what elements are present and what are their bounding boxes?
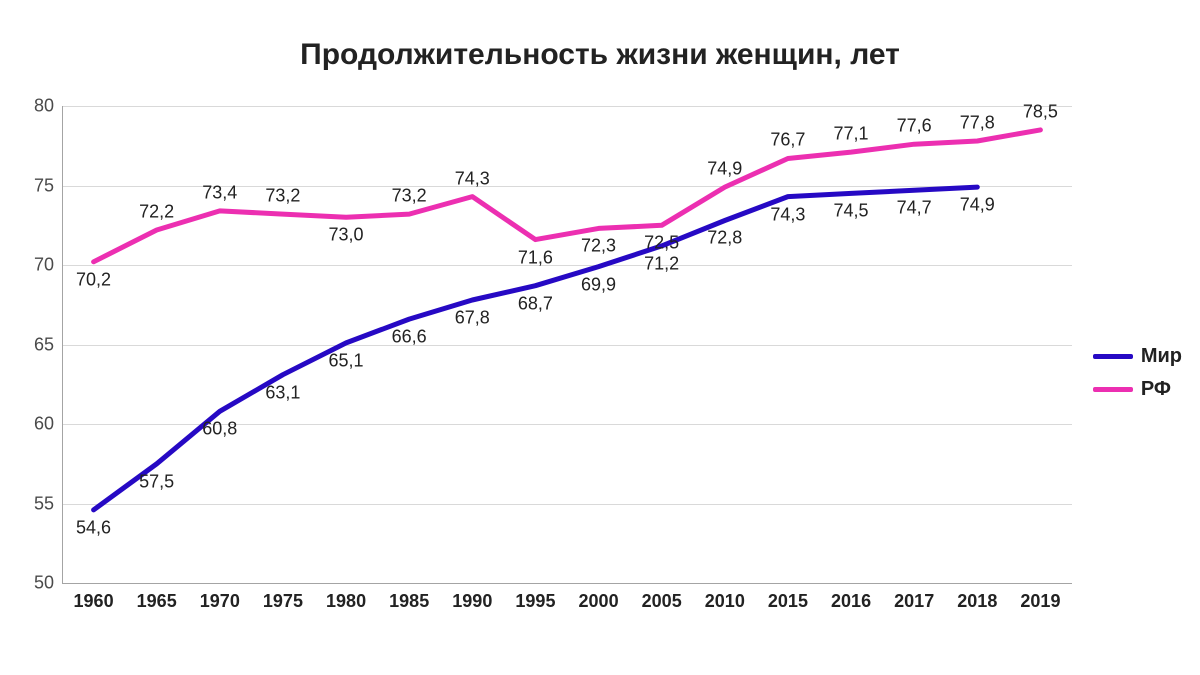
x-tick-label: 2018 xyxy=(957,583,997,612)
x-tick-label: 1975 xyxy=(263,583,303,612)
data-label: 74,9 xyxy=(707,159,742,180)
data-label: 66,6 xyxy=(392,327,427,348)
x-tick-label: 2019 xyxy=(1020,583,1060,612)
data-label: 67,8 xyxy=(455,307,490,328)
data-label: 69,9 xyxy=(581,274,616,295)
x-tick-label: 1990 xyxy=(452,583,492,612)
data-label: 70,2 xyxy=(76,269,111,290)
x-tick-label: 2005 xyxy=(642,583,682,612)
data-label: 65,1 xyxy=(329,350,364,371)
legend: Мир РФ xyxy=(1093,345,1182,411)
y-tick-label: 80 xyxy=(34,96,62,117)
x-tick-label: 2016 xyxy=(831,583,871,612)
data-label: 78,5 xyxy=(1023,101,1058,122)
data-label: 73,0 xyxy=(329,225,364,246)
data-label: 72,5 xyxy=(644,233,679,254)
legend-label: РФ xyxy=(1141,378,1171,401)
legend-label: Мир xyxy=(1141,345,1182,368)
legend-item: Мир xyxy=(1093,345,1182,368)
x-tick-label: 1995 xyxy=(515,583,555,612)
legend-item: РФ xyxy=(1093,378,1182,401)
x-tick-label: 1970 xyxy=(200,583,240,612)
series-line-Мир xyxy=(94,187,978,510)
x-tick-label: 1985 xyxy=(389,583,429,612)
x-tick-label: 1965 xyxy=(137,583,177,612)
legend-swatch xyxy=(1093,354,1133,359)
x-tick-label: 2000 xyxy=(579,583,619,612)
data-label: 77,1 xyxy=(834,124,869,145)
data-label: 68,7 xyxy=(518,293,553,314)
data-label: 74,5 xyxy=(834,201,869,222)
data-label: 71,6 xyxy=(518,247,553,268)
data-label: 77,6 xyxy=(897,116,932,137)
x-tick-label: 2017 xyxy=(894,583,934,612)
plot-area: 5055606570758019601965197019751980198519… xyxy=(62,106,1072,583)
chart-frame: Продолжительность жизни женщин, лет 5055… xyxy=(0,0,1200,675)
data-label: 74,3 xyxy=(455,168,490,189)
y-tick-label: 65 xyxy=(34,334,62,355)
y-tick-label: 55 xyxy=(34,493,62,514)
x-tick-label: 1980 xyxy=(326,583,366,612)
data-label: 73,4 xyxy=(202,182,237,203)
data-label: 60,8 xyxy=(202,419,237,440)
chart-title: Продолжительность жизни женщин, лет xyxy=(0,38,1200,72)
x-tick-label: 2010 xyxy=(705,583,745,612)
x-tick-label: 2015 xyxy=(768,583,808,612)
data-label: 76,7 xyxy=(770,130,805,151)
data-label: 72,8 xyxy=(707,228,742,249)
data-label: 57,5 xyxy=(139,471,174,492)
data-label: 71,2 xyxy=(644,253,679,274)
data-label: 73,2 xyxy=(392,186,427,207)
lines-svg xyxy=(62,106,1072,583)
y-tick-label: 70 xyxy=(34,255,62,276)
data-label: 73,2 xyxy=(265,186,300,207)
y-tick-label: 50 xyxy=(34,573,62,594)
data-label: 72,2 xyxy=(139,202,174,223)
data-label: 77,8 xyxy=(960,112,995,133)
legend-swatch xyxy=(1093,387,1133,392)
data-label: 74,7 xyxy=(897,198,932,219)
data-label: 74,9 xyxy=(960,195,995,216)
data-label: 74,3 xyxy=(770,204,805,225)
data-label: 54,6 xyxy=(76,517,111,538)
data-label: 72,3 xyxy=(581,236,616,257)
y-tick-label: 75 xyxy=(34,175,62,196)
x-tick-label: 1960 xyxy=(74,583,114,612)
y-tick-label: 60 xyxy=(34,414,62,435)
data-label: 63,1 xyxy=(265,382,300,403)
